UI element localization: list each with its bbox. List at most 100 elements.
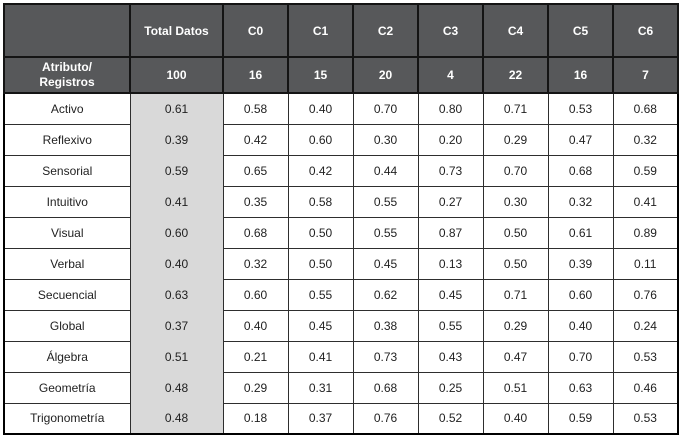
value-cell: 0.40 bbox=[547, 309, 614, 342]
row-label: Verbal bbox=[3, 247, 131, 280]
value-cell: 0.60 bbox=[547, 278, 614, 311]
value-cell: 0.87 bbox=[417, 216, 484, 249]
value-cell: 0.47 bbox=[482, 340, 549, 373]
row-header-atributo-registros: Atributo/ Registros bbox=[3, 56, 131, 94]
value-cell: 0.59 bbox=[547, 402, 614, 435]
col-header-c4: C4 bbox=[482, 3, 549, 58]
row-label: Álgebra bbox=[3, 340, 131, 373]
value-cell: 0.20 bbox=[417, 123, 484, 156]
value-cell: 0.38 bbox=[352, 309, 419, 342]
value-cell: 0.46 bbox=[612, 371, 679, 404]
value-cell: 0.76 bbox=[612, 278, 679, 311]
row-label: Reflexivo bbox=[3, 123, 131, 156]
value-cell: 0.41 bbox=[612, 185, 679, 218]
value-cell: 0.45 bbox=[287, 309, 354, 342]
value-cell: 0.73 bbox=[417, 154, 484, 187]
col-header-c1: C1 bbox=[287, 3, 354, 58]
value-cell: 0.55 bbox=[417, 309, 484, 342]
value-cell: 0.73 bbox=[352, 340, 419, 373]
value-cell: 0.70 bbox=[547, 340, 614, 373]
value-cell: 0.63 bbox=[547, 371, 614, 404]
row-label: Trigonometría bbox=[3, 402, 131, 435]
value-cell: 0.27 bbox=[417, 185, 484, 218]
col-header-c6: C6 bbox=[612, 3, 679, 58]
total-datos-cell: 0.60 bbox=[129, 217, 224, 249]
value-cell: 0.76 bbox=[352, 402, 419, 435]
value-cell: 0.32 bbox=[222, 247, 289, 280]
col-header-c2: C2 bbox=[352, 3, 419, 58]
value-cell: 0.29 bbox=[482, 309, 549, 342]
value-cell: 0.29 bbox=[222, 371, 289, 404]
value-cell: 0.50 bbox=[287, 216, 354, 249]
value-cell: 0.68 bbox=[352, 371, 419, 404]
value-cell: 0.61 bbox=[547, 216, 614, 249]
col-header-c0: C0 bbox=[222, 3, 289, 58]
total-datos-cell: 0.48 bbox=[129, 372, 224, 404]
col-header-c3: C3 bbox=[417, 3, 484, 58]
value-cell: 0.45 bbox=[417, 278, 484, 311]
record-count-cell: 20 bbox=[352, 56, 419, 94]
col-header-total-datos: Total Datos bbox=[129, 3, 224, 58]
value-cell: 0.60 bbox=[287, 123, 354, 156]
value-cell: 0.55 bbox=[352, 216, 419, 249]
total-datos-cell: 0.61 bbox=[129, 92, 224, 125]
corner-cell bbox=[3, 3, 131, 58]
table-row: Geometría 0.48 0.29 0.31 0.68 0.25 0.51 0.63 0.4… bbox=[3, 371, 679, 404]
row-label: Sensorial bbox=[3, 154, 131, 187]
value-cell: 0.21 bbox=[222, 340, 289, 373]
header-row-clusters: Total Datos C0 C1 C2 C3 C4 C5 C6 bbox=[3, 3, 679, 58]
record-count-cell: 15 bbox=[287, 56, 354, 94]
value-cell: 0.47 bbox=[547, 123, 614, 156]
value-cell: 0.70 bbox=[352, 92, 419, 125]
total-datos-cell: 0.41 bbox=[129, 186, 224, 218]
table-row: Verbal 0.40 0.32 0.50 0.45 0.13 0.50 0.39 0.11 bbox=[3, 247, 679, 280]
value-cell: 0.25 bbox=[417, 371, 484, 404]
table-row: Global 0.37 0.40 0.45 0.38 0.55 0.29 0.40 0.24 bbox=[3, 309, 679, 342]
value-cell: 0.68 bbox=[612, 92, 679, 125]
table-row: Secuencial 0.63 0.60 0.55 0.62 0.45 0.71 0.60 0.… bbox=[3, 278, 679, 311]
value-cell: 0.44 bbox=[352, 154, 419, 187]
total-datos-cell: 0.37 bbox=[129, 310, 224, 342]
table-header: Total Datos C0 C1 C2 C3 C4 C5 C6 Atributo/ Regi… bbox=[3, 3, 679, 94]
value-cell: 0.40 bbox=[222, 309, 289, 342]
value-cell: 0.43 bbox=[417, 340, 484, 373]
value-cell: 0.80 bbox=[417, 92, 484, 125]
value-cell: 0.30 bbox=[482, 185, 549, 218]
value-cell: 0.50 bbox=[482, 247, 549, 280]
table-body: Activo 0.61 0.58 0.40 0.70 0.80 0.71 0.53 0.68 Re… bbox=[3, 92, 679, 435]
value-cell: 0.42 bbox=[287, 154, 354, 187]
value-cell: 0.41 bbox=[287, 340, 354, 373]
record-count-cell: 16 bbox=[547, 56, 614, 94]
table-row: Reflexivo 0.39 0.42 0.60 0.30 0.20 0.29 0.47 0.3… bbox=[3, 123, 679, 156]
row-label: Geometría bbox=[3, 371, 131, 404]
value-cell: 0.53 bbox=[612, 340, 679, 373]
value-cell: 0.45 bbox=[352, 247, 419, 280]
record-count-cell: 4 bbox=[417, 56, 484, 94]
value-cell: 0.35 bbox=[222, 185, 289, 218]
table-row: Intuitivo 0.41 0.35 0.58 0.55 0.27 0.30 0.32 0.4… bbox=[3, 185, 679, 218]
value-cell: 0.59 bbox=[612, 154, 679, 187]
value-cell: 0.32 bbox=[612, 123, 679, 156]
value-cell: 0.51 bbox=[482, 371, 549, 404]
record-count-cell: 16 bbox=[222, 56, 289, 94]
value-cell: 0.55 bbox=[352, 185, 419, 218]
value-cell: 0.71 bbox=[482, 278, 549, 311]
value-cell: 0.68 bbox=[547, 154, 614, 187]
value-cell: 0.62 bbox=[352, 278, 419, 311]
value-cell: 0.11 bbox=[612, 247, 679, 280]
value-cell: 0.24 bbox=[612, 309, 679, 342]
value-cell: 0.42 bbox=[222, 123, 289, 156]
value-cell: 0.55 bbox=[287, 278, 354, 311]
value-cell: 0.52 bbox=[417, 402, 484, 435]
table-row: Sensorial 0.59 0.65 0.42 0.44 0.73 0.70 0.68 0.5… bbox=[3, 154, 679, 187]
table-row: Álgebra 0.51 0.21 0.41 0.73 0.43 0.47 0.70 0.53 bbox=[3, 340, 679, 373]
value-cell: 0.58 bbox=[222, 92, 289, 125]
value-cell: 0.71 bbox=[482, 92, 549, 125]
value-cell: 0.65 bbox=[222, 154, 289, 187]
value-cell: 0.18 bbox=[222, 402, 289, 435]
value-cell: 0.50 bbox=[287, 247, 354, 280]
value-cell: 0.50 bbox=[482, 216, 549, 249]
record-count-cell: 7 bbox=[612, 56, 679, 94]
col-header-c5: C5 bbox=[547, 3, 614, 58]
